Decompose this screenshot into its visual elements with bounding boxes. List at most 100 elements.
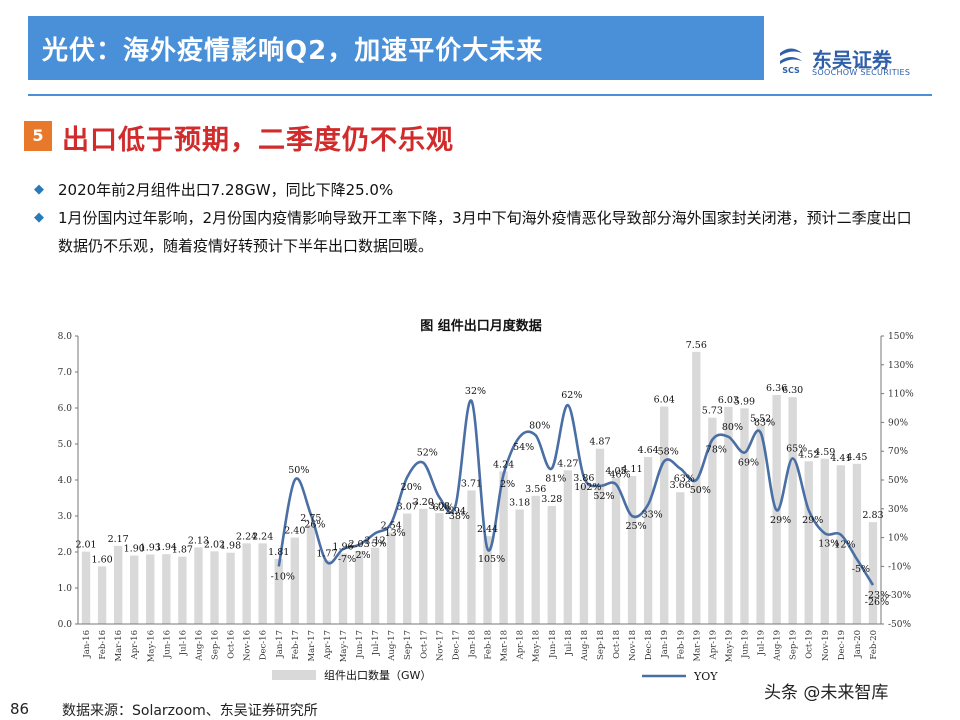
- bar-Jan-17: [274, 558, 283, 624]
- yoy-value-label: 69%: [738, 458, 759, 469]
- bar-Apr-18: [515, 509, 524, 624]
- bar-value-label: 1.98: [220, 541, 241, 552]
- x-tick-label: Sep-17: [403, 630, 413, 660]
- yoy-value-label: 13%: [385, 528, 406, 539]
- yoy-value-label: 29%: [802, 515, 823, 526]
- left-tick-label: 4.0: [58, 476, 73, 486]
- right-tick-label: -30%: [888, 591, 911, 601]
- x-tick-label: Jul-18: [564, 630, 574, 656]
- x-tick-label: Jan-18: [467, 630, 477, 659]
- yoy-value-label: 5%: [372, 538, 387, 549]
- left-tick-label: 1.0: [58, 584, 73, 594]
- bullet-item: ◆ 1月份国内过年影响，2月份国内疫情影响导致开工率下降，3月中下旬海外疫情恶化…: [34, 204, 914, 260]
- diamond-bullet-icon: ◆: [34, 210, 44, 225]
- section-number-badge: 5: [24, 121, 52, 151]
- yoy-value-label: 80%: [722, 422, 743, 433]
- x-tick-label: Aug-17: [387, 630, 397, 662]
- x-tick-label: Oct-18: [612, 630, 622, 659]
- yoy-value-label: 52%: [593, 491, 614, 502]
- bar-Nov-18: [627, 476, 637, 624]
- left-tick-label: 2.0: [58, 548, 73, 558]
- bar-value-label: 1.60: [92, 554, 113, 565]
- x-tick-label: Sep-16: [211, 630, 221, 660]
- bar-Mar-19: [692, 351, 701, 624]
- left-tick-label: 0.0: [58, 620, 73, 630]
- logo-icon: SCS: [780, 48, 802, 74]
- bar-value-label: 3.07: [397, 501, 418, 512]
- bar-value-label: 4.45: [846, 452, 867, 463]
- x-tick-label: Feb-16: [98, 630, 108, 660]
- right-tick-label: 10%: [888, 534, 908, 544]
- right-tick-label: 70%: [888, 447, 908, 457]
- x-tick-label: May-19: [724, 630, 734, 662]
- bar-value-label: 4.24: [493, 459, 514, 470]
- x-tick-label: Nov-18: [628, 630, 638, 661]
- bar-value-label: 1.81: [268, 547, 289, 558]
- bar-May-19: [724, 406, 733, 624]
- bar-Jun-17: [354, 550, 364, 624]
- bar-Sep-19: [788, 397, 797, 624]
- bar-value-label: 4.64: [638, 445, 659, 456]
- bullet-text: 1月份国内过年影响，2月份国内疫情影响导致开工率下降，3月中下旬海外疫情恶化导致…: [58, 209, 912, 255]
- x-tick-label: Sep-19: [789, 630, 799, 660]
- bar-Apr-17: [322, 560, 332, 624]
- bar-Jul-18: [563, 470, 573, 624]
- bar-value-label: 6.04: [654, 395, 675, 406]
- bar-value-label: 3.08: [429, 501, 450, 512]
- bar-value-label: 1.77: [316, 548, 337, 559]
- x-tick-label: Dec-19: [837, 630, 847, 660]
- yoy-value-label: -10%: [271, 571, 295, 582]
- x-tick-label: Jan-17: [275, 630, 285, 659]
- x-tick-label: Aug-16: [194, 630, 204, 662]
- logo-name-en: SOOCHOW SECURITIES: [812, 68, 911, 77]
- bar-May-17: [338, 553, 348, 624]
- page-number: 86: [10, 700, 30, 718]
- bar-Feb-17: [290, 537, 299, 624]
- right-tick-label: -50%: [888, 620, 911, 630]
- x-tick-label: Aug-18: [580, 630, 590, 662]
- bar-value-label: 3.71: [461, 478, 482, 489]
- bar-value-label: 4.52: [798, 449, 819, 460]
- x-tick-label: Apr-16: [130, 630, 140, 660]
- bar-Jul-19: [756, 425, 765, 624]
- yoy-value-label: 50%: [288, 465, 309, 476]
- yoy-value-label: 83%: [754, 417, 775, 428]
- yoy-value-label: 54%: [513, 442, 534, 453]
- right-tick-label: 30%: [888, 505, 908, 515]
- bar-value-label: 6.36: [766, 383, 787, 394]
- bullet-item: ◆ 2020年前2月组件出口7.28GW，同比下降25.0%: [34, 176, 914, 204]
- x-tick-label: Jun-18: [548, 630, 558, 659]
- x-tick-label: Aug-19: [773, 630, 783, 662]
- x-tick-label: Feb-18: [484, 630, 494, 660]
- bar-Oct-19: [804, 461, 813, 624]
- bar-Oct-17: [419, 508, 428, 624]
- x-tick-label: Feb-19: [676, 630, 686, 660]
- yoy-value-label: 13%: [818, 538, 839, 549]
- legend-line-label: YOY: [693, 670, 718, 683]
- yoy-value-label: 65%: [786, 443, 807, 454]
- left-tick-label: 5.0: [58, 440, 73, 450]
- yoy-value-label: 38%: [449, 511, 470, 522]
- bar-Jun-18: [547, 505, 556, 624]
- x-tick-label: Dec-17: [451, 630, 461, 660]
- bar-value-label: 2.75: [300, 513, 321, 524]
- bar-value-label: 6.03: [718, 395, 739, 406]
- bar-Mar-18: [499, 471, 508, 624]
- x-tick-label: Jan-19: [660, 630, 670, 659]
- bar-value-label: 2.94: [445, 506, 466, 517]
- bar-Dec-18: [643, 456, 653, 624]
- bar-Apr-19: [708, 417, 717, 624]
- bar-Nov-19: [820, 458, 829, 624]
- bar-value-label: 6.30: [782, 385, 803, 396]
- x-tick-label: Nov-17: [435, 630, 445, 661]
- x-tick-label: Dec-18: [644, 630, 654, 660]
- yoy-value-label: 105%: [478, 554, 505, 565]
- bar-Sep-16: [210, 551, 219, 624]
- logo-mark-text: SCS: [782, 66, 800, 74]
- bar-value-label: 2.44: [477, 524, 498, 535]
- diamond-bullet-icon: ◆: [34, 182, 44, 197]
- bar-May-16: [146, 554, 155, 624]
- footer: 86 数据来源：Solarzoom、东吴证券研究所: [0, 696, 960, 720]
- x-tick-label: Feb-20: [869, 630, 879, 660]
- bar-value-label: 4.11: [621, 464, 642, 475]
